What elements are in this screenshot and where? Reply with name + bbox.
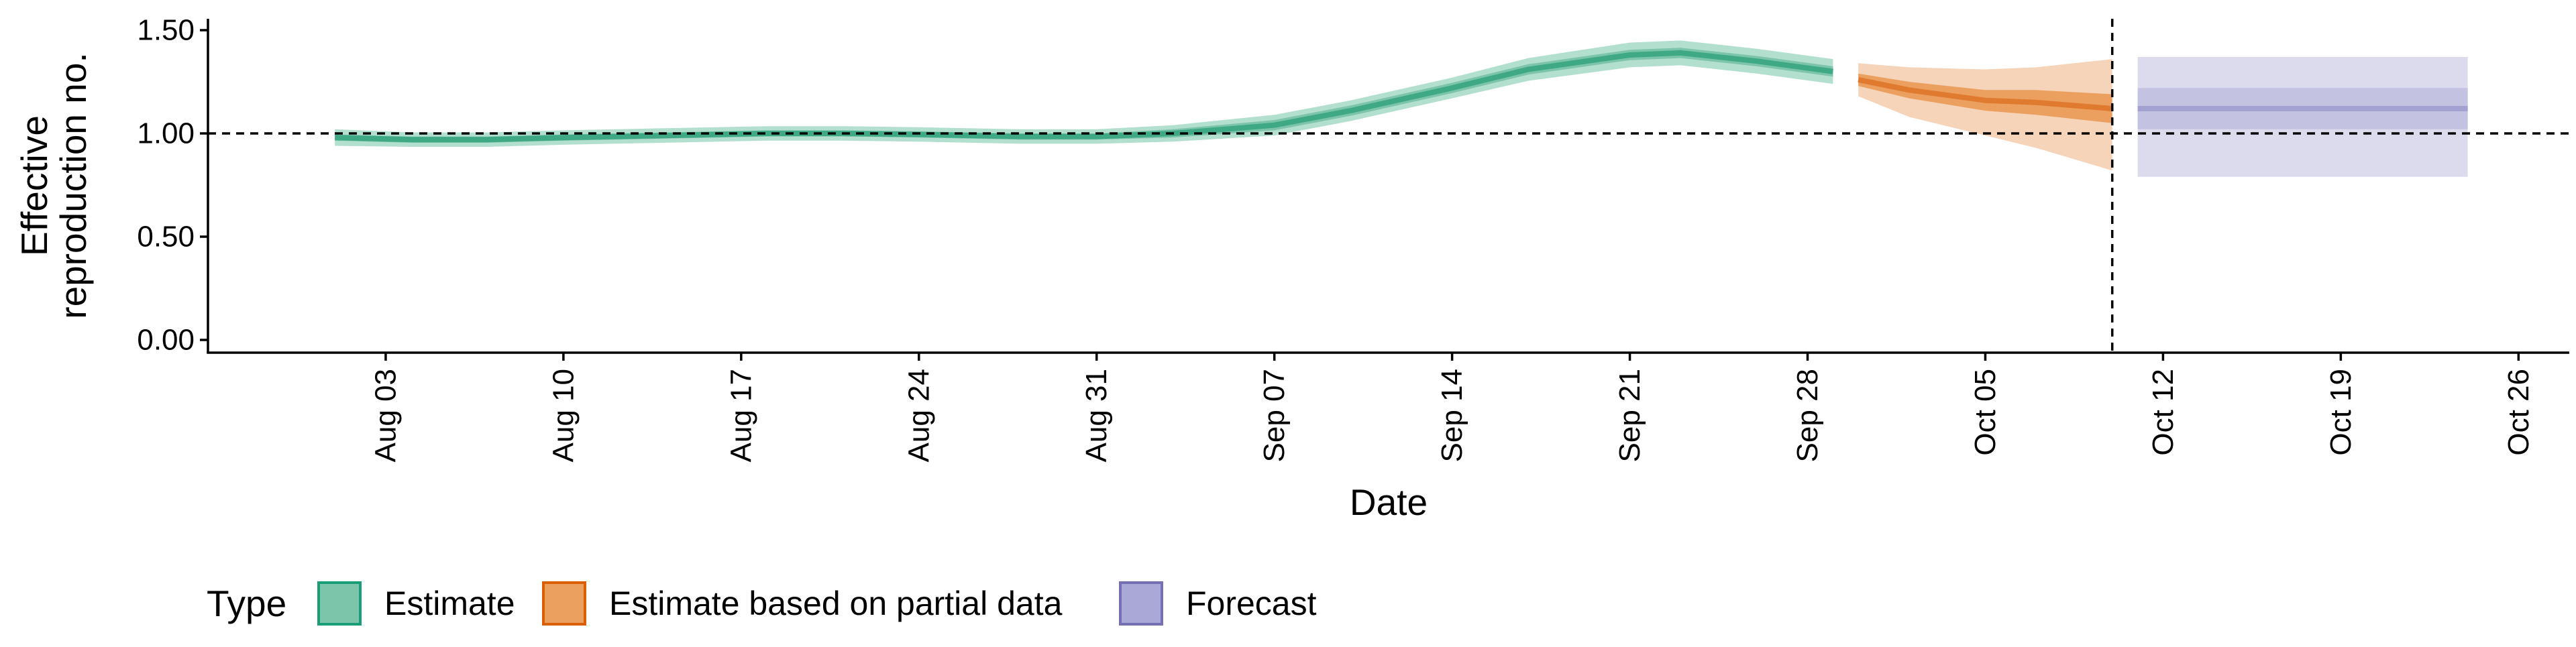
x-tick-label: Aug 24	[902, 369, 935, 462]
y-axis-title-line-2: reproduction no.	[52, 52, 94, 319]
y-tick-label: 0.00	[137, 324, 195, 357]
series-2	[1858, 59, 2113, 171]
y-tick-label: 1.50	[137, 14, 195, 47]
legend-label: Estimate	[384, 585, 515, 622]
y-axis-title-line-1: Effective	[13, 115, 55, 256]
series-3	[2137, 57, 2468, 177]
legend-key	[1119, 581, 1163, 626]
x-tick-label: Oct 26	[2502, 369, 2535, 456]
x-tick-label: Aug 17	[724, 369, 757, 462]
y-tick-label: 0.50	[137, 221, 195, 253]
x-tick-label: Sep 14	[1436, 369, 1468, 462]
legend-title: Type	[207, 583, 286, 624]
x-tick-label: Oct 12	[2147, 369, 2180, 456]
legend: Type Estimate Estimate based on partial da…	[207, 581, 1317, 626]
x-tick-label: Sep 07	[1258, 369, 1291, 462]
x-tick-label: Aug 10	[547, 369, 580, 462]
median-line	[1858, 76, 2113, 111]
x-axis-title: Date	[1350, 481, 1428, 523]
x-tick-label: Oct 19	[2324, 369, 2357, 456]
x-tick-label: Aug 31	[1080, 369, 1113, 462]
band-50	[335, 48, 1833, 143]
x-tick-label: Sep 28	[1791, 369, 1824, 462]
legend-key	[542, 581, 586, 626]
x-tick-label: Sep 21	[1613, 369, 1646, 462]
axes: 0.00 0.50 1.00 1.50 Aug 03 Aug 10 Aug 17 Aug 24…	[13, 14, 2569, 523]
legend-label: Forecast	[1186, 585, 1317, 622]
median-line	[335, 50, 1833, 143]
series-1	[335, 40, 1833, 148]
x-tick-label: Oct 05	[1969, 369, 2002, 456]
legend-label: Estimate based on partial data	[609, 585, 1063, 622]
y-tick-label: 1.00	[137, 117, 195, 150]
x-tick-label: Aug 03	[369, 369, 402, 462]
legend-key	[317, 581, 362, 626]
bands-layer	[335, 40, 2468, 177]
